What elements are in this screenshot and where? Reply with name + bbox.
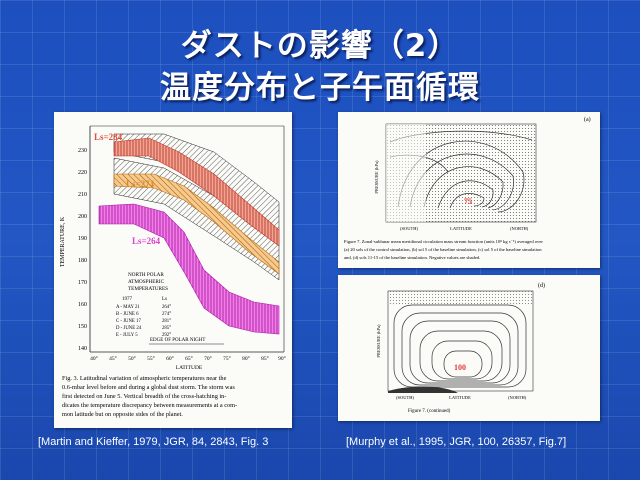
legend-row-ls: 264° xyxy=(162,305,171,310)
figure-caption: Fig. 3. Latitudinal variation of atmosph… xyxy=(62,375,237,418)
x-south-a: (SOUTH) xyxy=(400,226,418,231)
x-tick: 50° xyxy=(128,355,136,362)
band-ls-264 xyxy=(98,203,280,335)
x-tick: 70° xyxy=(204,355,212,362)
legend-row-ls: 274° xyxy=(162,312,171,317)
legend-row-ls: 281° xyxy=(162,319,171,324)
stream-function-figure-a: (a) 75 PRESSURE (hPa) LATITUDE (SOUTH) (… xyxy=(338,112,600,268)
x-tick: 60° xyxy=(166,355,174,362)
caption-line-a: (a) 20 sols of the control simulation, (… xyxy=(344,247,542,253)
legend-row-label: B - JUNE 6 xyxy=(116,312,139,317)
caption-line: mon latitude but on opposite sides of th… xyxy=(62,411,183,418)
y-tick: 190 xyxy=(78,236,87,242)
y-axis-label-a: PRESSURE (hPa) xyxy=(374,160,379,194)
polar-night-label: EDGE OF POLAR NIGHT xyxy=(150,338,205,343)
contours-d xyxy=(393,304,527,388)
y-tick: 230 xyxy=(78,148,87,154)
y-axis-label-d: PRESSURE (hPa) xyxy=(376,324,381,358)
x-tick: 85° xyxy=(261,355,269,362)
caption-line-a: Figure 7. Zonal-sublunar mean meridional… xyxy=(344,239,543,244)
x-ticks: 40° 45° 50° 55° 60° 65° 70° 75° 80° 85° … xyxy=(90,355,286,362)
x-tick: 55° xyxy=(147,355,155,362)
band-ls-284 xyxy=(113,137,280,247)
x-tick: 65° xyxy=(185,355,193,362)
slide-title-line2: 温度分布と子午面循環 xyxy=(160,70,480,106)
shaded-top-d xyxy=(388,291,533,305)
legend-row-label: E - JULY 5 xyxy=(116,333,138,338)
x-axis-label-d: LATITUDE xyxy=(449,395,471,400)
x-south-d: (SOUTH) xyxy=(396,395,414,400)
stream-function-figure-d: (d) 100 PRESSURE (hPa) LATITUDE (SOUTH) … xyxy=(338,275,600,421)
y-tick: 160 xyxy=(78,302,87,308)
caption-d: Figure 7. (continued) xyxy=(408,409,451,414)
legend: NORTH POLAR ATMOSPHERIC TEMPERATURES 197… xyxy=(116,272,171,338)
x-tick: 45° xyxy=(109,355,117,362)
x-tick: 40° xyxy=(90,355,98,362)
y-tick: 140 xyxy=(78,346,87,352)
legend-title-line: ATMOSPHERIC xyxy=(128,279,165,285)
topography-d xyxy=(388,386,458,393)
caption-line: first detected on June 5. Vertical bread… xyxy=(62,393,226,400)
x-tick: 90° xyxy=(278,355,286,362)
y-tick: 180 xyxy=(78,258,87,264)
legend-year: 1977 xyxy=(122,297,133,302)
y-tick: 200 xyxy=(78,214,87,220)
caption-line: 0.6-mbar level before and during a globa… xyxy=(62,384,235,391)
band-label-ls274: Ls=274 xyxy=(126,179,155,189)
legend-row-ls: 292° xyxy=(162,333,171,338)
citation-left: [Martin and Kieffer, 1979, JGR, 84, 2843… xyxy=(38,436,269,448)
y-tick: 220 xyxy=(78,170,87,176)
y-tick: 210 xyxy=(78,192,87,198)
y-ticks: 230 220 210 200 190 180 170 160 150 140 xyxy=(78,148,87,352)
x-axis-label-a: LATITUDE xyxy=(450,226,472,231)
x-tick: 80° xyxy=(242,355,250,362)
citation-right: [Murphy et al., 1995, JGR, 100, 26357, F… xyxy=(346,436,567,448)
legend-row-label: A - MAY 21 xyxy=(116,305,140,310)
legend-row-label: D - JUNE 24 xyxy=(116,326,142,331)
x-axis-label: LATITUDE xyxy=(176,365,203,371)
legend-title-line: NORTH POLAR xyxy=(128,272,164,278)
panel-label-d: (d) xyxy=(538,282,545,289)
peak-value-a: 75 xyxy=(464,197,472,206)
caption-line: dicates the temperature discrepancy betw… xyxy=(62,402,237,409)
caption-line: Fig. 3. Latitudinal variation of atmosph… xyxy=(62,375,227,382)
band-label-ls264: Ls=264 xyxy=(132,236,161,246)
y-tick: 170 xyxy=(78,280,87,286)
legend-title-line: TEMPERATURES xyxy=(128,286,168,292)
band-label-ls284: Ls=284 xyxy=(94,132,123,142)
legend-row-ls: 285° xyxy=(162,326,171,331)
legend-ls-header: Ls xyxy=(162,297,167,302)
band-ls-274 xyxy=(113,173,280,275)
panel-label-a: (a) xyxy=(584,116,591,123)
unshaded-region-a xyxy=(386,124,426,222)
y-axis-label: TEMPERATURE, K xyxy=(60,216,66,267)
caption-line-a: and, (d) sols 11-15 of the baseline simu… xyxy=(344,255,480,261)
y-tick: 150 xyxy=(78,324,87,330)
temperature-figure: 230 220 210 200 190 180 170 160 150 140 … xyxy=(54,112,292,428)
x-tick: 75° xyxy=(223,355,231,362)
legend-row-label: C - JUNE 17 xyxy=(116,319,142,324)
x-north-d: (NORTH) xyxy=(508,395,527,400)
peak-value-d: 100 xyxy=(454,363,466,372)
x-north-a: (NORTH) xyxy=(510,226,529,231)
slide-title-line1: ダストの影響（2） xyxy=(180,28,460,64)
